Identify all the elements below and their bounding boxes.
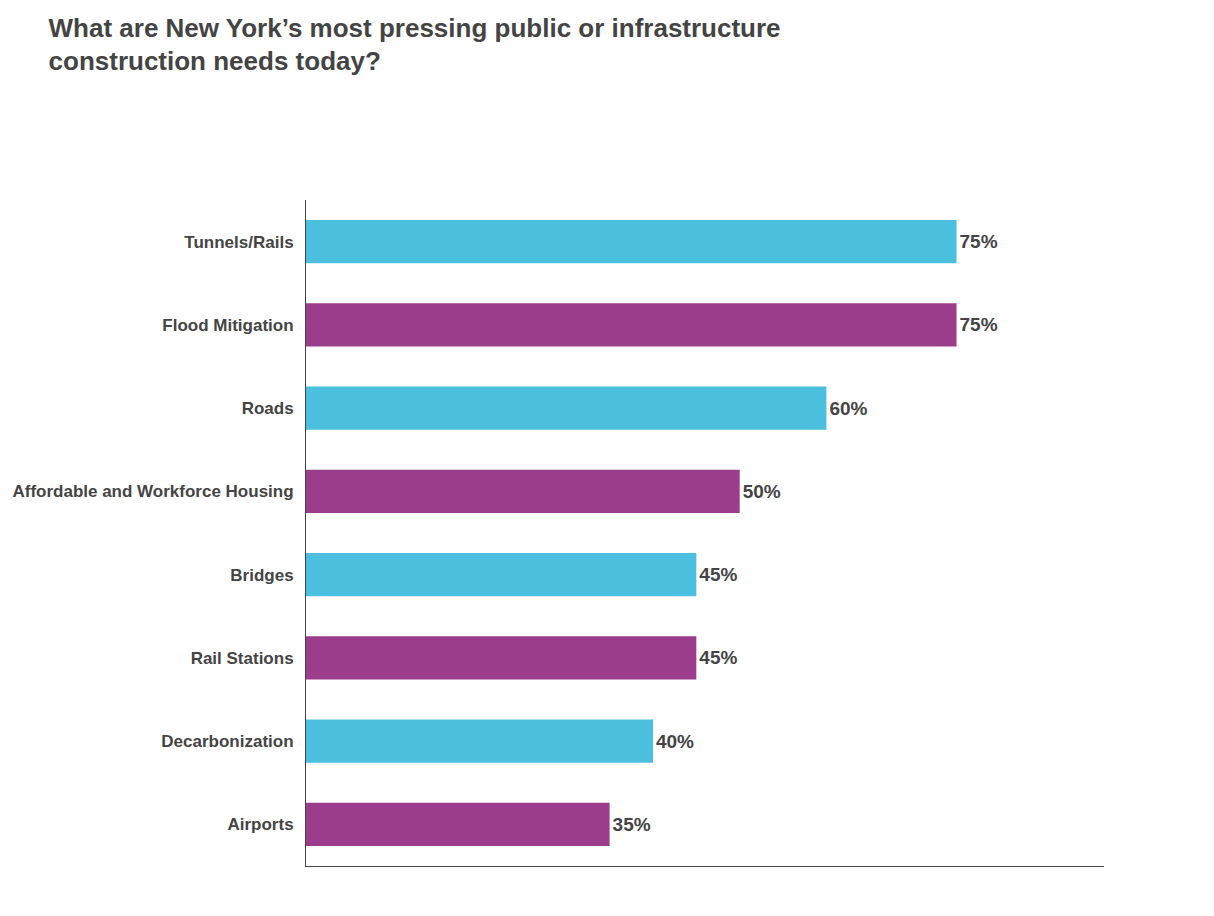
svg-text:Airports: Airports — [227, 815, 293, 834]
svg-text:Bridges: Bridges — [230, 566, 293, 585]
svg-text:Decarbonization: Decarbonization — [161, 732, 293, 751]
svg-text:45%: 45% — [699, 564, 737, 585]
svg-text:75%: 75% — [960, 231, 998, 252]
svg-text:Roads: Roads — [242, 399, 294, 418]
svg-text:Rail Stations: Rail Stations — [191, 649, 294, 668]
svg-text:What are New York’s most press: What are New York’s most pressing public… — [49, 13, 781, 77]
svg-text:50%: 50% — [743, 481, 781, 502]
svg-text:40%: 40% — [656, 731, 694, 752]
svg-text:75%: 75% — [960, 314, 998, 335]
svg-text:Flood Mitigation: Flood Mitigation — [162, 316, 293, 335]
svg-text:60%: 60% — [829, 398, 867, 419]
svg-text:35%: 35% — [613, 814, 651, 835]
svg-text:45%: 45% — [699, 647, 737, 668]
svg-text:Affordable and Workforce Housi: Affordable and Workforce Housing — [12, 482, 293, 501]
svg-text:Tunnels/Rails: Tunnels/Rails — [184, 233, 293, 252]
